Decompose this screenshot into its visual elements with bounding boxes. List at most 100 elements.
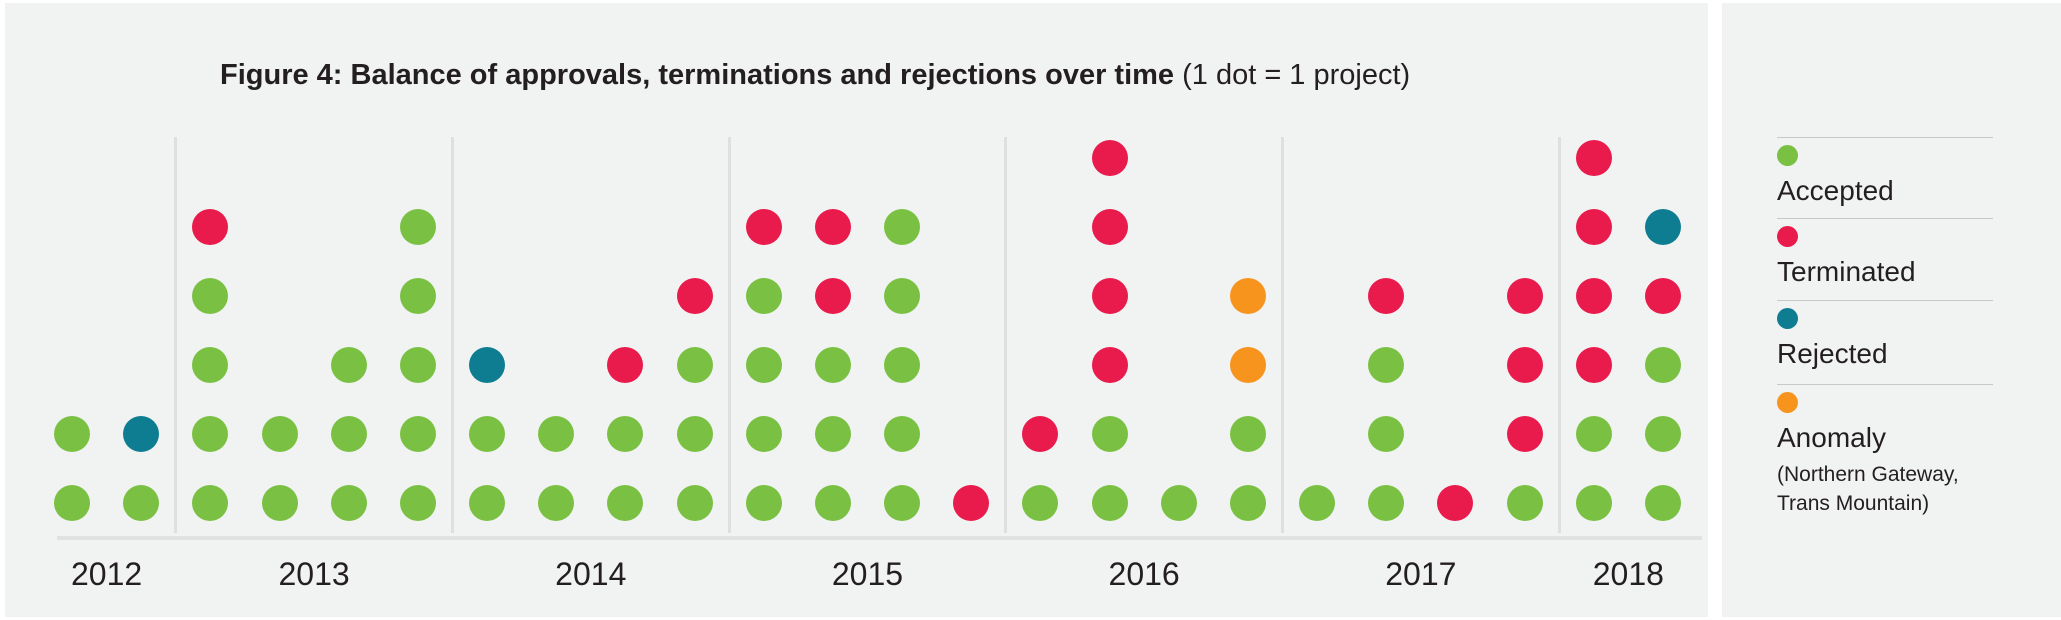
year-gridline [1004, 137, 1008, 533]
dot-accepted [192, 278, 229, 314]
axis-year-label: 2015 [831, 556, 904, 592]
dot-accepted [1644, 416, 1681, 452]
legend-item-label: Anomaly [1777, 422, 1886, 453]
legend-panel: Accepted Terminated Rejected Anomaly (Northe… [1722, 3, 2061, 617]
dot-accepted [1091, 416, 1128, 452]
dot-terminated [676, 278, 713, 314]
dot-accepted [745, 416, 782, 452]
dot-accepted [884, 278, 921, 314]
dot-anomaly [1229, 278, 1266, 314]
dot-terminated [1575, 140, 1612, 176]
dot-accepted [1575, 485, 1612, 521]
axis-year-label: 2014 [555, 556, 627, 592]
legend-item-label: Terminated [1777, 256, 1916, 287]
dot-terminated [1368, 278, 1405, 314]
dot-accepted [814, 416, 851, 452]
dot-accepted [399, 347, 436, 383]
dot-terminated [1506, 347, 1543, 383]
dot-accepted [884, 416, 921, 452]
dot-accepted [1368, 347, 1405, 383]
dot-accepted [1229, 485, 1266, 521]
dot-terminated [745, 209, 782, 245]
legend-swatch-rejected-icon [1777, 308, 1798, 329]
year-gridline [727, 137, 731, 533]
dot-accepted [1160, 485, 1197, 521]
dot-accepted [745, 485, 782, 521]
dot-accepted [676, 347, 713, 383]
dot-accepted [399, 278, 436, 314]
dot-accepted [192, 416, 229, 452]
dot-accepted [607, 485, 644, 521]
legend-divider [1777, 300, 1993, 301]
year-gridline [450, 137, 454, 533]
dot-terminated [192, 209, 229, 245]
dot-terminated [1091, 209, 1128, 245]
year-gridline [174, 137, 178, 533]
x-axis-line [57, 536, 1702, 540]
dot-accepted [192, 347, 229, 383]
dot-accepted [814, 485, 851, 521]
dot-accepted [884, 347, 921, 383]
dot-terminated [1575, 278, 1612, 314]
dot-accepted [330, 416, 367, 452]
legend-item-label: Rejected [1777, 338, 1888, 369]
year-gridline [1557, 137, 1561, 533]
dot-terminated [1575, 347, 1612, 383]
legend-item-rejected: Rejected [1777, 300, 2009, 380]
dot-accepted [399, 485, 436, 521]
dot-accepted [814, 347, 851, 383]
dot-accepted [745, 278, 782, 314]
legend-divider [1777, 384, 1993, 385]
dot-accepted [1091, 485, 1128, 521]
dot-accepted [1022, 485, 1059, 521]
dot-accepted [123, 485, 160, 521]
dot-accepted [399, 416, 436, 452]
legend-item-anomaly: Anomaly (Northern Gateway, Trans Mountain… [1777, 384, 2009, 515]
chart-title-note: (1 dot = 1 project) [1174, 59, 1411, 91]
chart-panel: Figure 4: Balance of approvals, terminat… [5, 3, 1708, 617]
dot-terminated [1091, 278, 1128, 314]
year-gridline [1280, 137, 1284, 533]
dot-accepted [261, 416, 298, 452]
dot-terminated [1022, 416, 1059, 452]
dot-accepted [1299, 485, 1336, 521]
dot-terminated [953, 485, 990, 521]
dot-accepted [54, 416, 90, 452]
legend-note: (Northern Gateway, Trans Mountain) [1777, 463, 1959, 515]
dot-terminated [1091, 347, 1128, 383]
dot-accepted [1575, 416, 1612, 452]
legend-swatch-accepted-icon [1777, 145, 1798, 166]
axis-year-label: 2016 [1108, 556, 1180, 592]
dot-accepted [1506, 485, 1543, 521]
dot-accepted [1368, 416, 1405, 452]
dot-accepted [469, 416, 506, 452]
dot-accepted [538, 485, 575, 521]
dot-accepted [330, 485, 367, 521]
dot-accepted [469, 485, 506, 521]
dot-accepted [54, 485, 90, 521]
dot-anomaly [1229, 347, 1266, 383]
axis-year-label: 2012 [70, 556, 143, 592]
legend-swatch-anomaly-icon [1777, 392, 1798, 413]
dot-accepted [1644, 347, 1681, 383]
dot-accepted [607, 416, 644, 452]
dot-terminated [1506, 278, 1543, 314]
dot-terminated [814, 278, 851, 314]
chart-title: Figure 4: Balance of approvals, terminat… [220, 56, 1410, 94]
dot-rejected [1644, 209, 1681, 245]
dot-terminated [1091, 140, 1128, 176]
dot-accepted [884, 209, 921, 245]
dot-accepted [1368, 485, 1405, 521]
dot-accepted [676, 416, 713, 452]
dot-rejected [469, 347, 506, 383]
chart-title-main: Figure 4: Balance of approvals, terminat… [220, 59, 1175, 91]
axis-year-label: 2013 [278, 556, 350, 592]
dot-terminated [1506, 416, 1543, 452]
dot-terminated [1575, 209, 1612, 245]
dot-accepted [884, 485, 921, 521]
legend-item-accepted: Accepted [1777, 137, 2009, 217]
legend-divider [1777, 218, 1993, 219]
dot-accepted [676, 485, 713, 521]
dot-accepted [538, 416, 575, 452]
dot-terminated [607, 347, 644, 383]
